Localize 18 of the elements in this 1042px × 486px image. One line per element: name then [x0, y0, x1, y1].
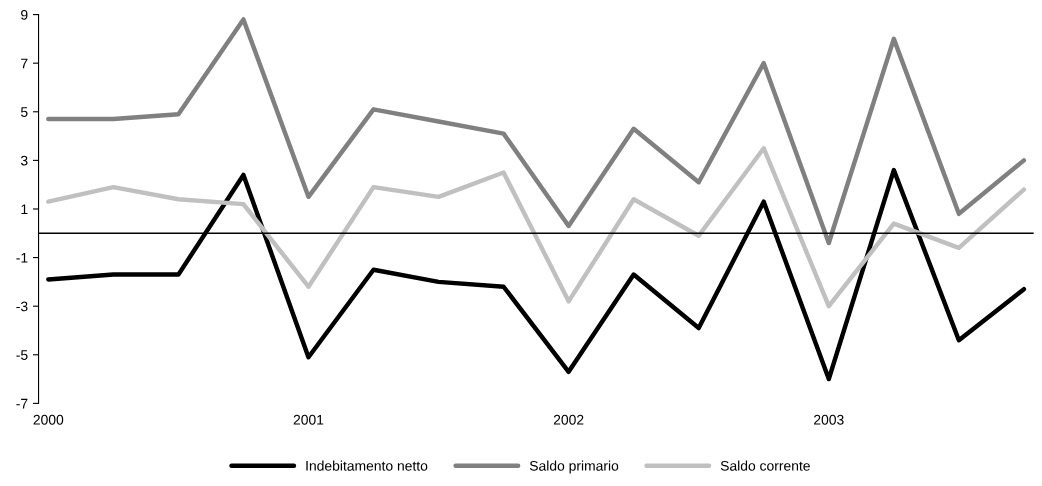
x-tick-label: 2002: [553, 414, 584, 425]
y-tick-label: 9: [21, 9, 28, 20]
x-tick-label: 2001: [293, 414, 324, 425]
y-tick-label: -1: [16, 253, 28, 263]
legend-label: Saldo primario: [529, 460, 619, 474]
y-tick-label: 7: [21, 58, 28, 69]
y-tick-label: -3: [16, 301, 28, 312]
x-tick-label: 2000: [33, 414, 64, 425]
legend-label: Indebitamento netto: [306, 460, 428, 471]
y-tick-label: 1: [21, 204, 28, 215]
y-tick-label: 5: [20, 107, 28, 117]
y-tick-label: -7: [16, 398, 28, 409]
y-tick-label: -5: [16, 350, 28, 360]
y-tick-label: 3: [20, 155, 28, 166]
legend-label: Saldo corrente: [720, 460, 810, 471]
line-series: [46, 146, 1027, 309]
line-series: [46, 17, 1027, 246]
x-tick-label: 2003: [814, 414, 844, 425]
